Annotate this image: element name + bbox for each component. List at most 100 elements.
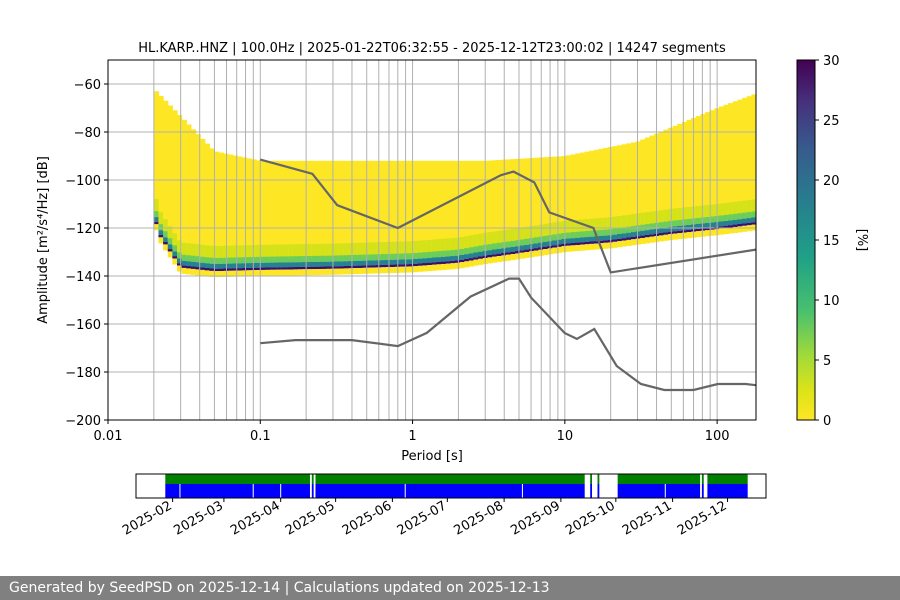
density-cell-low — [431, 160, 437, 252]
density-cell-core — [158, 230, 164, 235]
density-cell-low — [515, 253, 521, 260]
density-cell-core — [598, 235, 604, 241]
data-segment — [165, 484, 310, 498]
density-cell-core — [186, 261, 192, 267]
density-cell-high — [464, 248, 470, 255]
processed-segment — [707, 474, 748, 484]
density-cell-high — [204, 257, 211, 264]
density-cell-core — [746, 218, 752, 223]
psd-plot-area: 0.01 0.1 1 10 100 −60 −80 −100 −120 −140 −160 −180… — [65, 59, 757, 444]
density-cell-peak — [617, 238, 623, 242]
density-cell-low — [223, 153, 229, 258]
density-cell-mid — [677, 207, 683, 223]
density-cell-core — [399, 259, 405, 265]
density-cell-low — [302, 269, 308, 276]
y-tick-label: −120 — [65, 222, 101, 237]
density-cell-low — [742, 225, 748, 232]
density-cell-high — [519, 239, 526, 246]
density-cell-low — [640, 237, 646, 244]
density-cell-core — [552, 240, 558, 246]
density-cell-mid — [640, 212, 646, 228]
date-tick-label: 2025-06 — [340, 498, 395, 538]
density-cell-peak — [575, 242, 581, 245]
density-cell-low — [181, 119, 187, 255]
date-tick-label: 2025-08 — [452, 498, 507, 538]
density-cell-low — [227, 154, 234, 258]
density-cell-mid — [579, 219, 586, 234]
density-cell-low — [177, 115, 183, 253]
date-tick-label: 2025-12 — [675, 498, 730, 538]
density-cell-mid — [237, 245, 243, 260]
colorbar-tick-label: 20 — [823, 174, 840, 189]
density-cell-low — [413, 266, 419, 273]
colorbar-tick-label: 15 — [823, 234, 840, 249]
density-cell-low — [297, 269, 303, 276]
density-cell-high — [441, 250, 447, 257]
density-cell-low — [292, 269, 299, 276]
density-cell-core — [561, 238, 567, 244]
density-cell-mid — [491, 231, 498, 246]
density-cell-peak — [366, 265, 373, 268]
density-cell-low — [408, 160, 414, 254]
high-noise-model-line — [260, 158, 756, 274]
density-cell-peak — [644, 234, 651, 238]
density-cell-high — [353, 254, 359, 261]
colorbar-tick-label: 5 — [823, 354, 831, 369]
density-cell-high — [649, 223, 655, 230]
density-cell-core — [566, 238, 572, 244]
density-cell-peak — [630, 236, 637, 240]
density-cell-peak — [598, 240, 604, 244]
density-cell-peak — [468, 258, 475, 261]
density-cell-low — [163, 244, 169, 251]
density-cell-peak — [746, 222, 752, 226]
density-cell-mid — [695, 205, 702, 221]
density-cell-mid — [427, 239, 433, 255]
density-cell-mid — [723, 202, 729, 218]
density-cell-peak — [519, 250, 526, 253]
density-cell-low — [283, 269, 289, 276]
density-cell-mid — [283, 244, 289, 259]
density-cell-high — [445, 250, 451, 257]
density-cell-mid — [227, 245, 234, 260]
density-cell-peak — [718, 226, 725, 229]
density-cell-peak — [325, 266, 331, 269]
density-cell-high — [450, 250, 456, 257]
density-cell-mid — [390, 241, 396, 257]
density-cell-low — [311, 160, 317, 256]
y-tick-label: −80 — [74, 126, 101, 141]
density-cell-high — [177, 252, 183, 259]
density-cell-peak — [348, 265, 354, 269]
density-cell-high — [505, 241, 512, 248]
density-cell-core — [417, 258, 424, 264]
density-cell-high — [515, 240, 521, 247]
density-cell-core — [390, 259, 396, 265]
processed-segment — [701, 474, 704, 484]
density-cell-low — [348, 268, 354, 275]
density-cell-peak — [436, 261, 442, 265]
density-cell-low — [172, 110, 178, 246]
density-cell-high — [686, 218, 692, 225]
density-cell-mid — [408, 241, 414, 256]
density-cell-peak — [552, 245, 558, 248]
density-cell-mid — [464, 236, 470, 251]
density-cell-core — [223, 263, 229, 269]
density-cell-high — [746, 212, 752, 219]
density-cell-high — [478, 245, 484, 252]
date-tick-label: 2025-10 — [563, 498, 618, 538]
density-cell-low — [403, 160, 410, 254]
density-cell-core — [584, 237, 590, 242]
density-cell-low — [320, 160, 326, 256]
density-cell-mid — [269, 244, 275, 260]
density-cell-low — [371, 267, 377, 274]
density-cell-mid — [320, 243, 326, 259]
density-cell-mid — [195, 244, 201, 259]
density-cell-low — [478, 160, 484, 246]
density-cell-low — [617, 241, 623, 248]
density-cell-mid — [672, 208, 678, 223]
density-cell-low — [436, 264, 442, 271]
density-cell-peak — [158, 234, 164, 238]
density-cell-low — [510, 254, 516, 261]
density-cell-low — [478, 258, 484, 265]
density-cell-low — [334, 268, 340, 275]
density-cell-mid — [487, 232, 493, 247]
